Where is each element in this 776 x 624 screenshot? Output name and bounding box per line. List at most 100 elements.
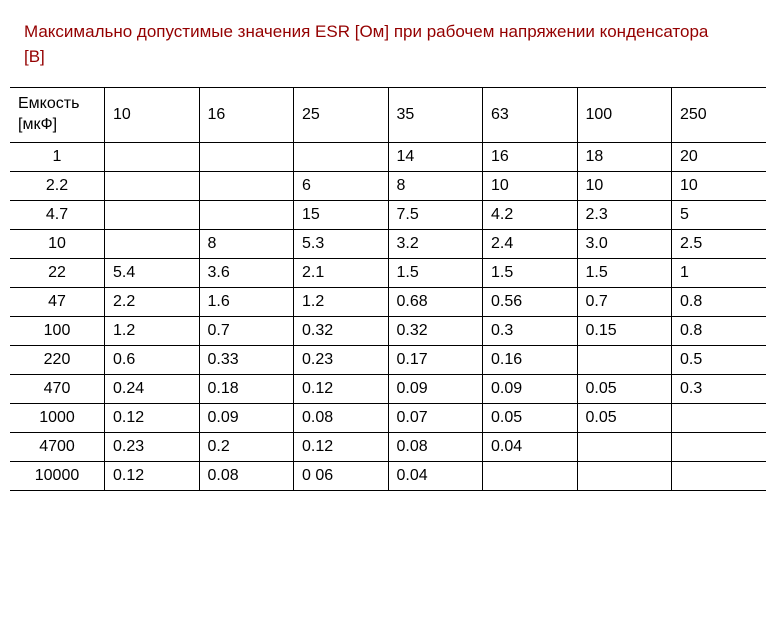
esr-cell: 0.09 xyxy=(199,403,294,432)
esr-cell: 0.17 xyxy=(388,345,483,374)
esr-cell: 3.2 xyxy=(388,229,483,258)
esr-cell xyxy=(483,461,578,490)
table-row: 10000.120.090.080.070.050.05 xyxy=(10,403,766,432)
esr-cell xyxy=(199,200,294,229)
esr-cell: 0.3 xyxy=(672,374,767,403)
esr-cell: 0.12 xyxy=(294,374,389,403)
esr-cell: 0.8 xyxy=(672,287,767,316)
esr-cell: 2.4 xyxy=(483,229,578,258)
col-header: 16 xyxy=(199,88,294,143)
capacitance-cell: 1000 xyxy=(10,403,105,432)
esr-cell: 0.3 xyxy=(483,316,578,345)
esr-cell: 1.2 xyxy=(105,316,200,345)
esr-cell: 1 xyxy=(672,258,767,287)
esr-cell: 0.08 xyxy=(388,432,483,461)
esr-cell: 0.5 xyxy=(672,345,767,374)
esr-cell: 1.5 xyxy=(388,258,483,287)
esr-cell: 2.1 xyxy=(294,258,389,287)
esr-cell: 0.33 xyxy=(199,345,294,374)
esr-cell: 0.05 xyxy=(577,374,672,403)
esr-cell: 0.05 xyxy=(483,403,578,432)
esr-cell: 15 xyxy=(294,200,389,229)
table-row: 472.21.61.20.680.560.70.8 xyxy=(10,287,766,316)
esr-cell xyxy=(105,229,200,258)
capacitance-cell: 10 xyxy=(10,229,105,258)
col-header: 10 xyxy=(105,88,200,143)
col-header: 25 xyxy=(294,88,389,143)
esr-cell: 0.24 xyxy=(105,374,200,403)
esr-cell: 10 xyxy=(577,171,672,200)
esr-cell: 0.12 xyxy=(105,461,200,490)
table-row: 100000.120.080 060.04 xyxy=(10,461,766,490)
capacitance-cell: 47 xyxy=(10,287,105,316)
esr-cell: 18 xyxy=(577,142,672,171)
table-row: 2200.60.330.230.170.16 0.5 xyxy=(10,345,766,374)
capacitance-cell: 1 xyxy=(10,142,105,171)
esr-cell xyxy=(577,461,672,490)
esr-cell: 1.6 xyxy=(199,287,294,316)
esr-cell: 0.12 xyxy=(294,432,389,461)
capacitance-cell: 4700 xyxy=(10,432,105,461)
esr-cell: 8 xyxy=(199,229,294,258)
esr-cell: 2.2 xyxy=(105,287,200,316)
esr-cell: 1.2 xyxy=(294,287,389,316)
capacitance-cell: 2.2 xyxy=(10,171,105,200)
esr-cell: 5 xyxy=(672,200,767,229)
esr-cell: 0 06 xyxy=(294,461,389,490)
col-header: 100 xyxy=(577,88,672,143)
esr-cell: 16 xyxy=(483,142,578,171)
esr-cell: 0.04 xyxy=(388,461,483,490)
table-header-row: Емкость[мкФ] 10 16 25 35 63 100 250 xyxy=(10,88,766,143)
esr-cell: 0.08 xyxy=(199,461,294,490)
esr-table: Емкость[мкФ] 10 16 25 35 63 100 250 1141… xyxy=(10,87,766,491)
row-header-label: Емкость[мкФ] xyxy=(10,88,105,143)
table-row: 114161820 xyxy=(10,142,766,171)
esr-cell: 0.23 xyxy=(105,432,200,461)
esr-cell: 20 xyxy=(672,142,767,171)
esr-cell: 6 xyxy=(294,171,389,200)
capacitance-cell: 470 xyxy=(10,374,105,403)
esr-cell: 5.4 xyxy=(105,258,200,287)
capacitance-cell: 10000 xyxy=(10,461,105,490)
col-header: 63 xyxy=(483,88,578,143)
esr-cell: 0.05 xyxy=(577,403,672,432)
table-row: 2.268101010 xyxy=(10,171,766,200)
esr-cell: 5.3 xyxy=(294,229,389,258)
capacitance-cell: 220 xyxy=(10,345,105,374)
esr-cell xyxy=(577,345,672,374)
table-row: 1085.33.22.43.02.5 xyxy=(10,229,766,258)
esr-cell: 0.15 xyxy=(577,316,672,345)
esr-cell: 0.23 xyxy=(294,345,389,374)
esr-cell xyxy=(577,432,672,461)
esr-cell: 1.5 xyxy=(577,258,672,287)
esr-cell: 0.08 xyxy=(294,403,389,432)
esr-cell: 10 xyxy=(483,171,578,200)
esr-cell: 0.68 xyxy=(388,287,483,316)
esr-cell: 4.2 xyxy=(483,200,578,229)
esr-cell: 0.12 xyxy=(105,403,200,432)
esr-cell xyxy=(672,461,767,490)
esr-cell xyxy=(199,142,294,171)
esr-cell xyxy=(672,403,767,432)
esr-cell: 0.56 xyxy=(483,287,578,316)
esr-cell: 0.32 xyxy=(294,316,389,345)
esr-cell: 0.6 xyxy=(105,345,200,374)
capacitance-cell: 22 xyxy=(10,258,105,287)
esr-cell: 0.2 xyxy=(199,432,294,461)
esr-cell xyxy=(105,200,200,229)
esr-cell xyxy=(199,171,294,200)
esr-cell: 0.16 xyxy=(483,345,578,374)
table-row: 47000.230.20.120.080.04 xyxy=(10,432,766,461)
esr-cell xyxy=(105,171,200,200)
esr-cell: 0.07 xyxy=(388,403,483,432)
esr-cell: 0.7 xyxy=(199,316,294,345)
esr-cell xyxy=(672,432,767,461)
esr-cell: 0.18 xyxy=(199,374,294,403)
esr-cell: 0.8 xyxy=(672,316,767,345)
esr-cell: 3.6 xyxy=(199,258,294,287)
esr-cell xyxy=(105,142,200,171)
capacitance-cell: 100 xyxy=(10,316,105,345)
esr-cell: 0.7 xyxy=(577,287,672,316)
esr-cell: 3.0 xyxy=(577,229,672,258)
col-header: 250 xyxy=(672,88,767,143)
